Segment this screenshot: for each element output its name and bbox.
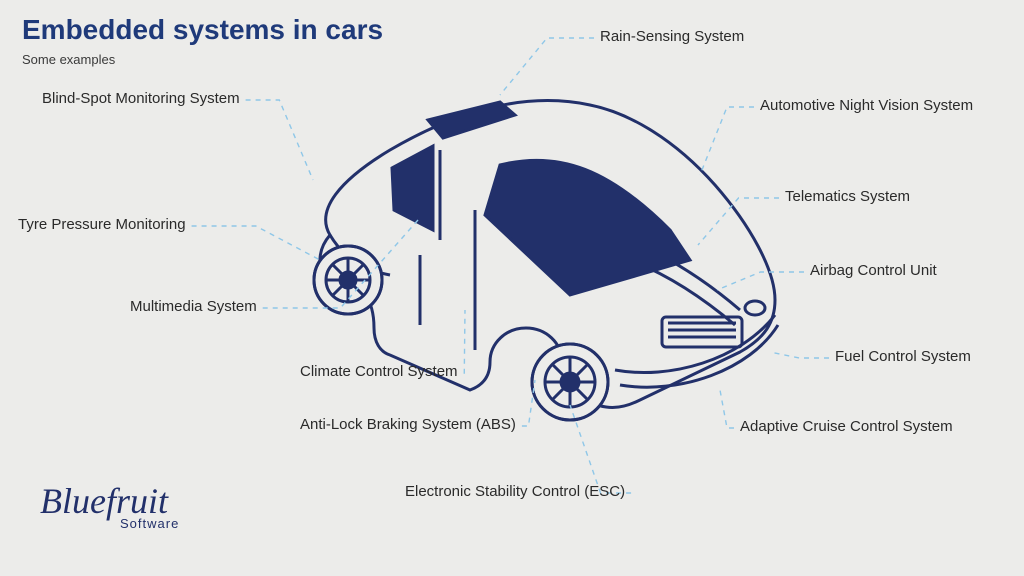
page-title: Embedded systems in cars (22, 14, 383, 46)
label-esc: Electronic Stability Control (ESC) (405, 483, 625, 500)
label-night-vision: Automotive Night Vision System (760, 97, 973, 114)
label-multimedia: Multimedia System (130, 298, 257, 315)
label-cruise: Adaptive Cruise Control System (740, 418, 953, 435)
page-subtitle: Some examples (22, 52, 115, 67)
label-tyre-pressure: Tyre Pressure Monitoring (18, 216, 186, 233)
label-blind-spot: Blind-Spot Monitoring System (42, 90, 240, 107)
car-illustration (270, 60, 790, 440)
brand-logo: Bluefruit Software (40, 480, 179, 531)
car-rear-wheel (314, 246, 382, 314)
label-airbag: Airbag Control Unit (810, 262, 937, 279)
car-front-wheel (532, 344, 608, 420)
logo-sub-text: Software (120, 516, 179, 531)
infographic-canvas: Embedded systems in cars Some examples (0, 0, 1024, 576)
label-climate: Climate Control System (300, 363, 458, 380)
label-rain-sensing: Rain-Sensing System (600, 28, 744, 45)
label-fuel: Fuel Control System (835, 348, 971, 365)
label-telematics: Telematics System (785, 188, 910, 205)
label-abs: Anti-Lock Braking System (ABS) (300, 416, 516, 433)
